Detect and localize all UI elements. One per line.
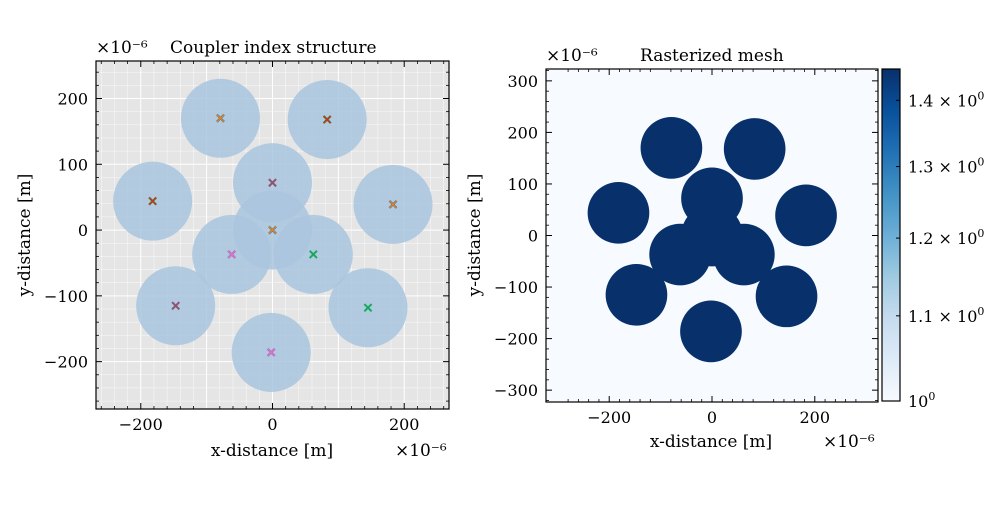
marker-stroke (267, 348, 276, 357)
marker-stroke (268, 178, 277, 187)
colorbar-tick-label: 100 (908, 390, 935, 411)
left-x-axis-label: x-distance [m] (211, 441, 333, 461)
y-tick-label: 100 (57, 155, 88, 174)
right-mesh-cells (587, 117, 837, 363)
right-chart-title: Rasterized mesh (640, 46, 784, 66)
mesh-core (605, 263, 668, 326)
right-y-axis-label: y-distance [m] (465, 174, 485, 298)
mesh-core (755, 265, 818, 328)
mesh-core (713, 223, 775, 286)
coupler-index-panel: −200 0 200 −200 −100 0 100 200 Coupler index st… (15, 38, 450, 461)
marker-stroke (216, 114, 225, 123)
colorbar-fill (882, 69, 900, 401)
marker-stroke (227, 250, 236, 259)
left-y-scale-label: ×10⁻⁶ (96, 38, 148, 58)
right-x-scale-label: ×10⁻⁶ (823, 432, 875, 452)
tick-label-exponent: 0 (977, 89, 984, 102)
marker-stroke (323, 115, 332, 124)
core-center-marker (216, 113, 225, 123)
y-tick-label: −200 (44, 353, 88, 372)
y-tick-label: 100 (507, 175, 538, 194)
mesh-core (775, 184, 837, 247)
x-tick-label: 0 (707, 408, 717, 427)
tick-label-base: 1.4 × 10 (908, 91, 977, 110)
rasterized-mesh-panel: −200 0 200 −300 −200 −100 0 100 200 300 Rasterize… (465, 46, 879, 452)
colorbar-tick-label: 1.3 × 100 (908, 156, 984, 177)
tick-label-exponent: 0 (977, 305, 984, 318)
right-y-scale-label: ×10⁻⁶ (546, 46, 598, 66)
tick-label-exponent: 0 (977, 227, 984, 240)
marker-stroke (148, 197, 157, 206)
marker-stroke (268, 225, 277, 235)
y-tick-label: −100 (44, 287, 88, 306)
x-tick-label: −200 (587, 408, 631, 427)
marker-stroke (171, 301, 180, 310)
mesh-core (723, 118, 786, 180)
core-center-marker (322, 115, 332, 124)
core-center-marker (363, 303, 373, 313)
core-center-marker (171, 301, 181, 311)
tick-label-base: 1.3 × 10 (908, 158, 977, 177)
x-tick-label: 0 (267, 415, 277, 434)
core-center-marker (268, 225, 277, 235)
x-tick-label: 200 (800, 408, 831, 427)
right-x-axis-label: x-distance [m] (650, 432, 772, 452)
core-center-marker (308, 250, 318, 259)
x-tick-label: −200 (119, 415, 163, 434)
colorbar-tick-label: 1.2 × 100 (908, 227, 984, 248)
mesh-core (587, 181, 650, 244)
mesh-core (680, 300, 742, 363)
marker-stroke (388, 200, 398, 209)
left-chart-title: Coupler index structure (170, 38, 377, 58)
marker-stroke (309, 250, 318, 259)
colorbar-frame (881, 68, 901, 402)
y-tick-label: 200 (507, 123, 538, 142)
core-center-marker (388, 200, 398, 209)
core-center-marker (227, 250, 237, 259)
y-tick-label: −200 (494, 330, 538, 349)
y-tick-label: 0 (528, 227, 538, 246)
mesh-core (640, 117, 703, 179)
tick-label-exponent: 0 (928, 390, 935, 403)
colorbar-tick-label: 1.4 × 100 (908, 89, 984, 110)
tick-label-base: 1.1 × 10 (908, 307, 977, 326)
core-center-marker (266, 348, 276, 357)
y-tick-label: 300 (507, 72, 538, 91)
mesh-core (649, 223, 711, 286)
y-tick-label: 200 (57, 89, 88, 108)
x-tick-label: 200 (389, 415, 420, 434)
left-y-axis-label: y-distance [m] (15, 174, 35, 298)
y-tick-label: −100 (494, 278, 538, 297)
colorbar-tick-label: 1.1 × 100 (908, 305, 984, 326)
tick-label-base: 10 (908, 392, 928, 411)
core-center-marker (268, 178, 277, 188)
left-ticks: −200 0 200 −200 −100 0 100 200 (44, 61, 449, 434)
left-x-scale-label: ×10⁻⁶ (395, 441, 447, 461)
tick-label-exponent: 0 (977, 156, 984, 169)
right-ticks: −200 0 200 −300 −200 −100 0 100 200 300 (494, 69, 878, 427)
tick-label-base: 1.2 × 10 (908, 229, 977, 248)
left-cores (113, 78, 433, 392)
y-tick-label: 0 (78, 221, 88, 240)
y-tick-label: −300 (494, 381, 538, 400)
core-center-marker (148, 196, 158, 206)
marker-stroke (363, 303, 373, 312)
